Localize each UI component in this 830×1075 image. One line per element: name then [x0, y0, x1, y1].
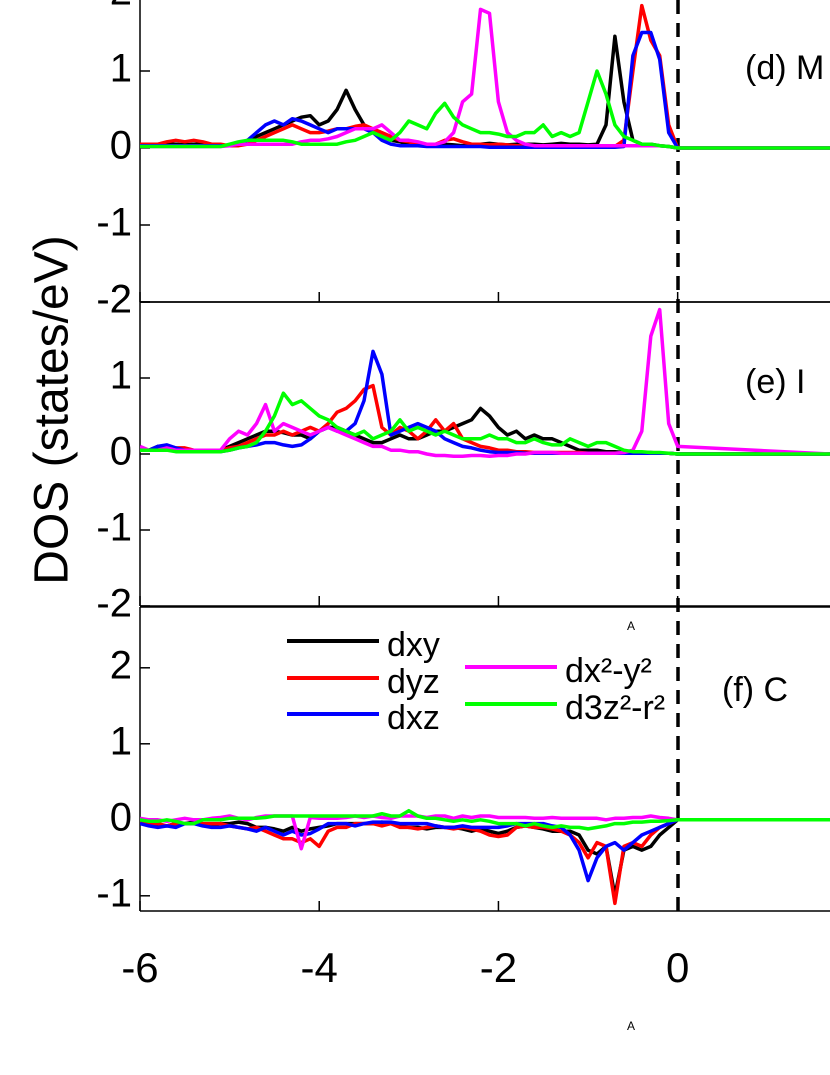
y-tick-label: 2 — [110, 0, 132, 14]
legend-label: dxz — [387, 699, 440, 737]
legend-label: dxy — [387, 626, 440, 664]
y-tick-label: 2 — [110, 278, 132, 322]
annotation: A — [627, 619, 635, 633]
y-tick-label: 0 — [110, 430, 132, 474]
series-line — [140, 818, 830, 906]
panel-label: (d) M — [745, 49, 824, 87]
x-tick-label: 0 — [666, 944, 689, 991]
series-line — [140, 808, 830, 831]
series-line — [140, 3, 830, 150]
series-line — [140, 69, 830, 150]
legend-label: dyz — [387, 663, 440, 701]
series-line — [140, 818, 830, 883]
annotation: A — [627, 1019, 635, 1033]
x-tick-label: -4 — [301, 944, 338, 991]
y-tick-label: -1 — [96, 871, 132, 915]
panel-label: (f) C — [722, 671, 788, 709]
series-line — [140, 307, 830, 459]
x-tick-label: -6 — [121, 944, 158, 991]
y-tick-label: -2 — [96, 278, 132, 322]
series-line — [140, 818, 830, 898]
y-tick-label: 1 — [110, 47, 132, 91]
x-tick-label: -2 — [480, 944, 517, 991]
y-tick-label: 1 — [110, 354, 132, 398]
y-tick-label: -1 — [96, 201, 132, 245]
y-tick-label: 0 — [110, 124, 132, 168]
legend-label: d3z²-r² — [565, 689, 665, 727]
series-line — [140, 383, 830, 456]
series-line — [140, 406, 830, 456]
y-tick-label: 1 — [110, 719, 132, 763]
series-line — [140, 814, 830, 851]
series-line — [140, 7, 830, 150]
y-tick-label: -2 — [96, 582, 132, 626]
panel-label: (e) I — [745, 363, 805, 401]
y-tick-label: 0 — [110, 795, 132, 839]
legend-label: dx²-y² — [565, 652, 652, 690]
y-axis-label: DOS (states/eV) — [26, 235, 79, 584]
series-line — [140, 30, 830, 150]
series-line — [140, 391, 830, 456]
y-tick-label: -1 — [96, 506, 132, 550]
y-tick-label: 2 — [110, 643, 132, 687]
